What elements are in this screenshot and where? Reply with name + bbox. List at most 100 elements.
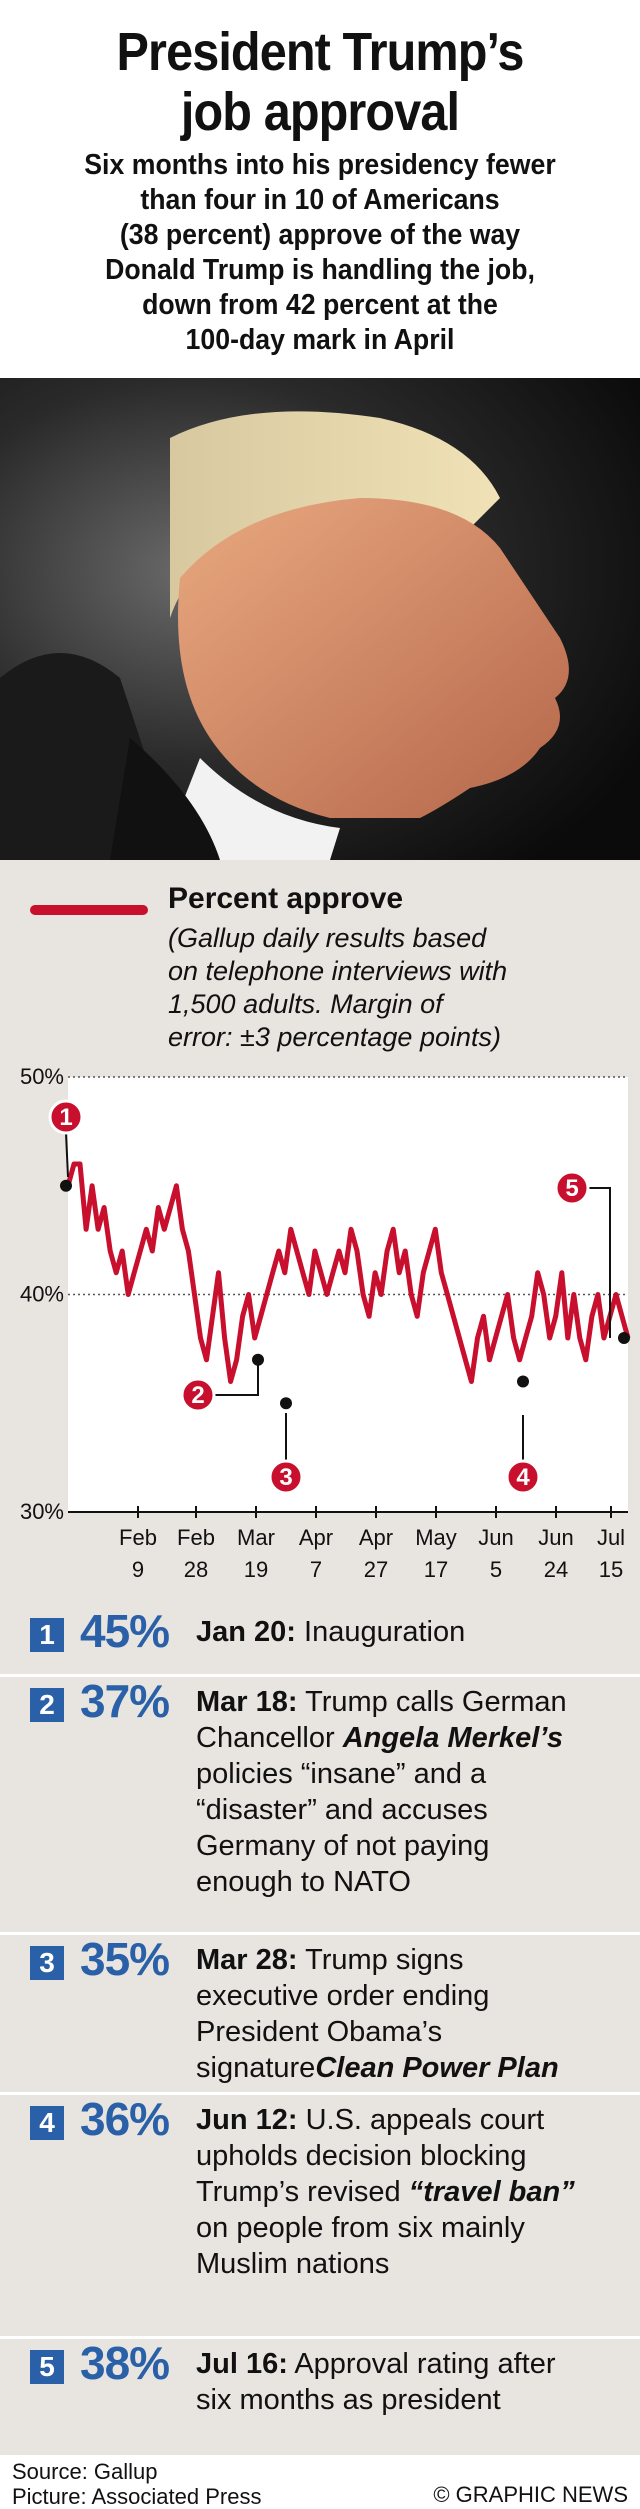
portrait-illustration (0, 378, 640, 860)
event-description: Jun 12: U.S. appeals court upholds decisi… (196, 2102, 616, 2282)
marker-number: 5 (565, 1175, 578, 1202)
event-percent: 35% (80, 1933, 170, 1985)
subtitle: Six months into his presidency fewer tha… (26, 148, 615, 358)
x-tick-day: 9 (132, 1557, 144, 1582)
subtitle-line: than four in 10 of Americans (140, 184, 500, 216)
event-text: upholds decision blocking (196, 2140, 527, 2172)
x-tick-day: 28 (184, 1557, 208, 1582)
x-tick-month: Apr (359, 1525, 393, 1550)
x-tick-day: 5 (490, 1557, 502, 1582)
event-date: Jun 12: (196, 2104, 298, 2136)
event-text: Germany of not paying (196, 1830, 490, 1862)
subtitle-line: down from 42 percent at the (142, 289, 498, 321)
marker-point (252, 1353, 264, 1366)
x-tick-month: May (415, 1525, 457, 1550)
event-description: Mar 28: Trump signs executive order endin… (196, 1942, 616, 2086)
x-tick-day: 17 (424, 1557, 448, 1582)
x-tick-day: 24 (544, 1557, 568, 1582)
x-tick-month: Jun (478, 1525, 513, 1550)
event-number: 1 (30, 1618, 64, 1652)
marker-point (280, 1397, 292, 1410)
approve-series-line (65, 1161, 631, 1384)
event-item: 3 35% Mar 28: Trump signs executive order e… (0, 1933, 640, 2090)
event-text: President Obama’s signature (196, 2016, 443, 2084)
marker-point (60, 1179, 72, 1192)
header: President Trump’s job approval Six month… (0, 0, 640, 378)
x-tick-month: Feb (177, 1525, 215, 1550)
legend-note-line: on telephone interviews with (168, 956, 508, 986)
event-separator (0, 1932, 640, 1935)
event-separator (0, 2336, 640, 2339)
subtitle-line: Six months into his presidency fewer (84, 149, 556, 181)
event-separator (0, 1674, 640, 1677)
event-text: on people from six mainly (196, 2212, 525, 2244)
approval-line-chart: 50% 40% 30% Feb 9 Feb 28 Mar 19 Apr 7 Apr 27 May 17 Jun… (20, 1065, 631, 1582)
event-text: Muslim nations (196, 2248, 390, 2280)
event-item: 4 36% Jun 12: U.S. appeals court upholds de… (0, 2093, 640, 2333)
y-tick-label: 30% (20, 1499, 64, 1524)
legend-note: (Gallup daily results based on telephone… (168, 922, 628, 1054)
marker-number: 2 (191, 1382, 204, 1409)
event-item: 5 38% Jul 16: Approval rating after six mon… (0, 2337, 640, 2448)
event-text: Clean Power Plan (315, 2052, 559, 2084)
event-date: Jan 20: (196, 1616, 296, 1648)
x-tick-month: Jul (597, 1525, 625, 1550)
trump-profile-photo (0, 378, 640, 860)
legend-swatch (30, 905, 148, 915)
picture-credit: Picture: Associated Press (12, 2484, 262, 2509)
event-text: “disaster” and accuses (196, 1794, 488, 1826)
event-item: 1 45% Jan 20: Inauguration (0, 1605, 640, 1670)
x-tick-day: 15 (599, 1557, 623, 1582)
title-line-1: President Trump’s (116, 22, 525, 82)
event-percent: 36% (80, 2093, 170, 2145)
event-description: Jul 16: Approval rating after six months … (196, 2346, 616, 2418)
event-percent: 38% (80, 2337, 170, 2389)
event-text: Trump calls German (297, 1686, 567, 1718)
event-date: Mar 28: (196, 1944, 298, 1976)
marker-leader (588, 1187, 611, 1338)
footer-source-block: Source: Gallup Picture: Associated Press (12, 2459, 261, 2509)
marker-number: 3 (279, 1464, 292, 1491)
title-line-2: job approval (180, 82, 460, 142)
event-text: Trump signs (297, 1944, 464, 1976)
marker-badge (554, 1170, 590, 1206)
subtitle-line: Donald Trump is handling the job, (105, 254, 535, 286)
subtitle-line: 100-day mark in April (185, 324, 455, 356)
event-text: Trump’s revised (196, 2176, 409, 2208)
legend-note-line: 1,500 adults. Margin of (168, 989, 443, 1019)
event-description: Jan 20: Inauguration (196, 1614, 616, 1650)
x-tick-day: 19 (244, 1557, 268, 1582)
event-text: “travel ban” (408, 2176, 575, 2208)
event-text: U.S. appeals court (297, 2104, 545, 2136)
event-text: enough to NATO (196, 1866, 411, 1898)
legend-label: Percent approve (168, 882, 404, 915)
x-tick-month: Feb (119, 1525, 157, 1550)
event-number: 4 (30, 2106, 64, 2140)
marker-number: 1 (59, 1104, 72, 1131)
marker-leader (65, 1132, 69, 1178)
event-percent: 45% (80, 1605, 170, 1657)
x-tick-month: Mar (237, 1525, 275, 1550)
legend-note-line: (Gallup daily results based (168, 923, 487, 953)
legend-note-line: error: ±3 percentage points) (168, 1022, 501, 1052)
event-date: Mar 18: (196, 1686, 298, 1718)
event-text: Approval rating after (287, 2348, 556, 2380)
page-title: President Trump’s job approval (32, 22, 608, 142)
event-number: 2 (30, 1688, 64, 1722)
marker-point (618, 1332, 630, 1344)
event-description: Mar 18: Trump calls German Chancellor Ang… (196, 1684, 616, 1900)
footer: Source: Gallup Picture: Associated Press… (0, 2455, 640, 2509)
y-tick-label: 50% (20, 1065, 64, 1089)
event-date: Jul 16: (196, 2348, 288, 2380)
subtitle-line: (38 percent) approve of the way (119, 219, 521, 251)
marker-point (517, 1375, 529, 1388)
event-text: Inauguration (295, 1616, 466, 1648)
event-item: 2 37% Mar 18: Trump calls German Chancellor… (0, 1675, 640, 1930)
event-percent: 37% (80, 1675, 170, 1727)
x-tick-day: 7 (310, 1557, 322, 1582)
event-text: six months as president (196, 2384, 501, 2416)
marker-badge (268, 1459, 304, 1495)
marker-number: 4 (516, 1464, 530, 1491)
marker-badge (48, 1099, 84, 1135)
y-tick-label: 40% (20, 1282, 64, 1307)
